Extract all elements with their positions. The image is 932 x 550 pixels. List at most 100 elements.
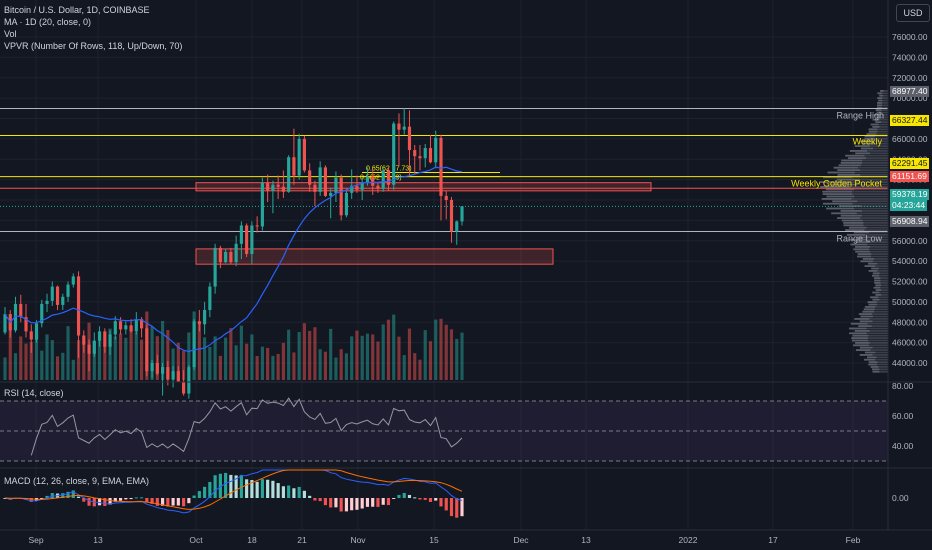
vpvr-row — [850, 322, 888, 325]
macd-histogram-bar — [329, 498, 333, 508]
vpvr-row-up — [848, 226, 867, 229]
candlesticks[interactable] — [3, 108, 464, 399]
vpvr-row-up — [864, 358, 875, 361]
vpvr-row-up — [855, 246, 870, 248]
vpvr-row — [868, 262, 888, 265]
candle-body — [423, 148, 427, 159]
macd-histogram-bar — [239, 474, 243, 498]
candle-body — [376, 185, 380, 189]
candle-body — [434, 137, 438, 163]
vpvr-row — [859, 140, 888, 143]
golden-pocket-box — [195, 182, 652, 192]
vpvr-row — [868, 363, 888, 366]
vpvr-row — [870, 296, 888, 299]
vpvr-row — [843, 222, 888, 224]
vpvr-row — [875, 294, 888, 296]
price-tick-label: 70000.00 — [892, 93, 928, 103]
vpvr-row — [868, 128, 888, 131]
vpvr-row-up — [820, 186, 851, 188]
vpvr-row — [832, 200, 888, 203]
macd-histogram-bar — [76, 496, 81, 498]
candle-body — [82, 335, 86, 345]
vpvr-row-up — [873, 277, 881, 279]
vpvr-row — [822, 176, 888, 179]
candle-body — [3, 314, 7, 333]
macd-histogram-bar — [192, 495, 196, 498]
vpvr-row-up — [868, 262, 878, 265]
price-tick-label: 72000.00 — [892, 73, 928, 83]
candle-body — [192, 321, 196, 368]
vpvr-row — [848, 238, 888, 241]
vpvr-row-up — [868, 128, 878, 131]
volume-bar — [355, 330, 359, 380]
volume-legend[interactable]: Vol — [4, 29, 17, 39]
vpvr-row-up — [860, 315, 873, 318]
volume-bar — [423, 330, 427, 380]
volume-bar — [82, 342, 86, 380]
vpvr-row — [825, 188, 888, 191]
candle-body — [392, 123, 396, 185]
vpvr-row — [855, 349, 888, 351]
vpvr-row-up — [841, 219, 863, 222]
currency-button[interactable]: USD — [896, 4, 930, 22]
candle-body — [245, 225, 249, 254]
macd-histogram-bar — [292, 488, 296, 498]
vpvr-row-up — [864, 138, 876, 140]
candle-body — [145, 328, 149, 372]
vpvr-row — [859, 320, 888, 323]
vpvr-row-up — [877, 104, 882, 107]
vpvr-row — [867, 356, 888, 359]
candle-body — [402, 126, 406, 130]
macd-histogram-bar — [218, 473, 222, 498]
vpvr-row — [827, 171, 888, 174]
vpvr-row — [872, 272, 888, 275]
macd-histogram-bar — [87, 498, 91, 506]
volume-bar — [287, 329, 291, 380]
vpvr-row — [872, 291, 888, 294]
macd-histogram-bar — [229, 474, 233, 498]
drawing-zones[interactable]: 0.65(62 77.73)0.5(62 77.73)Range HighWee… — [0, 108, 888, 265]
rsi-legend[interactable]: RSI (14, close) — [4, 388, 64, 398]
vpvr-row-up — [822, 176, 853, 179]
vpvr-row — [820, 186, 888, 188]
candle-body — [171, 371, 175, 380]
candle-body — [24, 317, 28, 332]
vpvr-row — [862, 142, 888, 145]
time-tick-label: 13 — [581, 535, 591, 545]
volume-bar — [213, 336, 217, 380]
volume-bar — [34, 332, 39, 380]
vpvr-legend[interactable]: VPVR (Number Of Rows, 118, Up/Down, 70) — [4, 41, 183, 51]
vpvr-row — [840, 214, 888, 217]
candle-body — [266, 182, 270, 191]
candle-body — [187, 367, 191, 394]
candle-body — [218, 247, 222, 263]
macd-legend[interactable]: MACD (12, 26, close, 9, EMA, EMA) — [4, 476, 150, 486]
volume-bar — [208, 346, 212, 380]
vpvr-row-up — [870, 123, 879, 126]
ma-legend[interactable]: MA · 1D (20, close, 0) — [4, 17, 92, 27]
vpvr-row-up — [864, 351, 876, 354]
vpvr-row — [868, 270, 888, 272]
macd-histogram-bar — [234, 475, 238, 498]
moving-average-line — [4, 166, 463, 353]
macd-histogram-bar — [444, 498, 448, 511]
vpvr-row — [878, 99, 888, 102]
macd-histogram-bar — [40, 498, 44, 499]
macd-histogram-bar — [360, 498, 364, 509]
range-low-label: Range Low — [836, 233, 882, 243]
vpvr-row-up — [871, 368, 880, 371]
candle-body — [297, 138, 301, 176]
vpvr-row-up — [872, 272, 880, 275]
rsi-line — [30, 397, 463, 456]
vpvr-row-up — [850, 322, 868, 325]
volume-bar — [350, 336, 354, 380]
volume-bar — [71, 359, 75, 380]
vpvr-row — [873, 286, 888, 289]
volume-bar — [66, 326, 70, 380]
candle-body — [271, 184, 275, 191]
macd-histogram-bar — [29, 498, 33, 502]
symbol-legend[interactable]: Bitcoin / U.S. Dollar, 1D, COINBASE — [4, 5, 150, 15]
vpvr-row-up — [868, 363, 878, 366]
vpvr-row — [857, 253, 888, 255]
